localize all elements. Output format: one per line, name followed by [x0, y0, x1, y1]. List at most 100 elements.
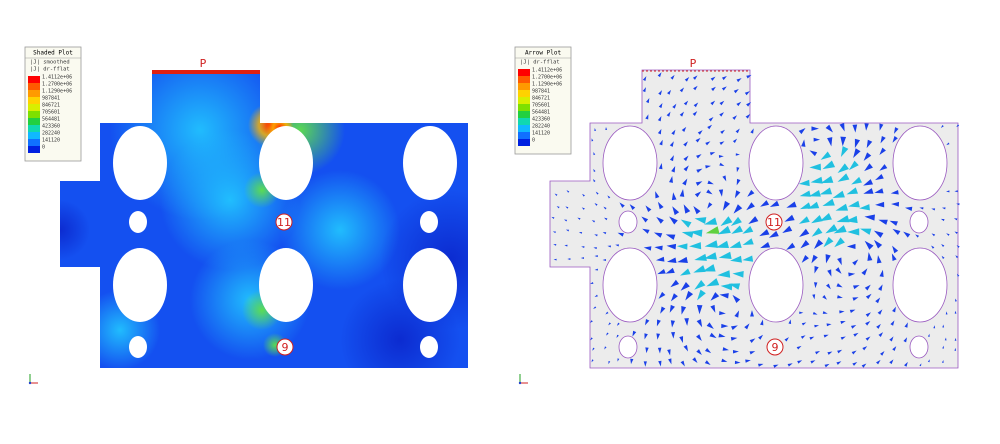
arrow: [658, 291, 666, 299]
arrow: [742, 255, 754, 262]
color-swatch: [28, 83, 40, 90]
arrow: [879, 269, 884, 278]
arrow: [704, 240, 718, 248]
arrow: [942, 345, 944, 349]
arrow: [730, 216, 742, 226]
arrow: [862, 346, 868, 351]
arrow: [865, 336, 871, 341]
color-swatch: [518, 118, 530, 125]
arrow: [824, 363, 830, 368]
arrow: [879, 123, 884, 131]
arrow: [880, 351, 885, 356]
field-blob: [60, 200, 90, 260]
arrow: [721, 323, 729, 329]
arrow: [758, 363, 764, 367]
color-swatch: [518, 76, 530, 83]
arrow: [954, 310, 957, 314]
arrow: [696, 154, 702, 159]
arrow: [903, 231, 911, 238]
arrow: [604, 217, 608, 221]
arrow: [659, 139, 663, 146]
arrow: [749, 351, 756, 355]
arrow: [680, 268, 691, 276]
arrow: [703, 252, 718, 260]
arrow: [728, 283, 741, 290]
arrow: [825, 283, 831, 290]
arrow: [853, 285, 860, 290]
legend-value: 0: [42, 145, 45, 151]
hole: [113, 248, 167, 322]
arrow: [801, 255, 809, 263]
arrow: [617, 232, 624, 237]
arrow: [702, 264, 716, 272]
arrow: [718, 251, 732, 259]
legend-value: 423360: [42, 124, 60, 130]
arrow: [873, 230, 884, 238]
arrow: [582, 193, 585, 197]
marker-ring: [766, 338, 784, 356]
arrow: [750, 128, 754, 134]
arrow: [748, 216, 759, 224]
arrow: [683, 141, 688, 147]
color-swatch: [518, 69, 530, 76]
arrow: [679, 336, 684, 343]
arrow: [680, 281, 690, 291]
arrow: [745, 359, 751, 363]
arrow: [704, 217, 718, 225]
arrow: [642, 87, 646, 93]
arrow: [800, 335, 806, 339]
arrow: [797, 360, 803, 364]
arrow: [591, 220, 596, 223]
arrow: [864, 240, 874, 250]
color-swatch: [28, 76, 40, 83]
color-swatch: [28, 118, 40, 125]
arrow: [681, 231, 694, 238]
arrow: [861, 363, 867, 368]
arrow: [653, 232, 663, 238]
arrow: [760, 241, 771, 249]
arrow: [705, 165, 711, 169]
arrow: [657, 268, 666, 275]
arrow: [553, 244, 557, 246]
arrow: [689, 229, 703, 237]
axis-triad: [518, 374, 528, 385]
hole: [748, 247, 804, 323]
arrow: [615, 244, 620, 247]
arrow: [815, 351, 821, 355]
arrow: [616, 334, 619, 338]
arrow: [941, 360, 944, 363]
arrow: [760, 319, 764, 326]
axis-triad: [28, 374, 38, 385]
hole: [403, 248, 457, 322]
legend-line: |J| dr-fflat: [520, 60, 560, 66]
arrow: [878, 284, 883, 291]
arrow: [591, 359, 594, 363]
arrow: [592, 178, 596, 183]
arrow: [927, 333, 930, 337]
arrow: [955, 255, 959, 259]
arrow: [798, 216, 810, 224]
arrow: [904, 206, 913, 211]
arrow: [863, 188, 874, 194]
arrow: [643, 361, 647, 367]
arrow: [642, 76, 647, 82]
hole: [259, 248, 313, 322]
arrow: [721, 86, 727, 91]
node-marker: 11: [277, 216, 291, 229]
arrow: [865, 312, 871, 317]
arrow: [837, 173, 850, 182]
arrow: [927, 359, 930, 363]
arrow: [801, 139, 806, 147]
arrow: [679, 189, 685, 197]
arrow: [940, 218, 945, 222]
arrow: [736, 178, 741, 186]
legend-value: 564481: [532, 110, 550, 116]
arrow: [605, 311, 609, 315]
arrow: [710, 304, 716, 313]
arrow: [746, 74, 752, 79]
arrow: [758, 334, 764, 340]
arrow: [707, 124, 713, 130]
arrow: [656, 319, 661, 327]
arrow: [839, 122, 845, 132]
arrow: [710, 292, 720, 301]
